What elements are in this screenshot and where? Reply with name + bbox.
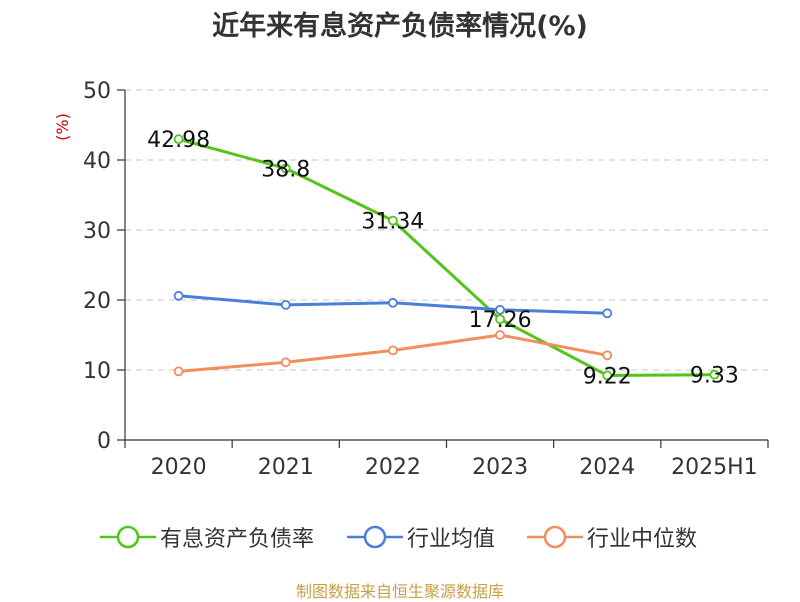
data-point — [602, 350, 613, 361]
legend-label: 行业中位数 — [587, 527, 698, 552]
y-tick-label: 0 — [97, 429, 111, 454]
data-label: 9.22 — [583, 364, 632, 389]
legend-item-industry-median[interactable]: 行业中位数 — [527, 519, 697, 555]
data-label: 9.33 — [690, 364, 739, 389]
data-point — [388, 297, 398, 308]
legend: 有息资产负债率 行业均值 行业中位数 — [0, 519, 800, 555]
series-layer — [173, 134, 720, 381]
legend-item-debt-ratio[interactable]: 有息资产负债率 — [100, 519, 314, 555]
y-tick-label: 50 — [83, 79, 111, 104]
data-point — [280, 163, 291, 174]
legend-label: 行业均值 — [407, 527, 496, 552]
data-label: 31.34 — [361, 210, 424, 235]
data-point — [602, 308, 613, 319]
data-point — [173, 366, 184, 377]
data-point — [388, 345, 398, 356]
data-point — [173, 290, 184, 301]
y-axis-label: (%) — [53, 113, 72, 141]
x-tick-label: 2022 — [365, 455, 421, 480]
legend-label: 有息资产负债率 — [160, 527, 315, 552]
legend-line-marker-icon — [347, 525, 403, 549]
data-point — [280, 357, 291, 368]
y-tick-label: 30 — [83, 219, 111, 244]
data-point — [495, 330, 505, 340]
data-point — [388, 215, 398, 226]
series-line-0 — [178, 137, 715, 377]
legend-item-industry-mean[interactable]: 行业均值 — [347, 519, 495, 555]
data-labels: 42.98 38.8 31.34 17.26 9.22 9.33 — [147, 128, 739, 389]
y-tick-label: 20 — [83, 289, 111, 314]
y-tick-label: 40 — [83, 149, 111, 174]
x-tick-label: 2023 — [472, 455, 528, 480]
x-tick-label: 2025H1 — [671, 455, 758, 480]
data-point — [709, 369, 720, 380]
legend-line-marker-icon — [527, 525, 583, 549]
data-point — [495, 314, 505, 325]
x-tick-label: 2020 — [151, 455, 207, 480]
y-tick-label: 10 — [83, 359, 111, 384]
data-point — [602, 370, 613, 381]
data-point — [280, 299, 291, 310]
data-label: 38.8 — [261, 157, 310, 182]
data-point — [495, 304, 505, 315]
legend-line-marker-icon — [100, 525, 156, 549]
data-label: 42.98 — [147, 128, 210, 153]
axes: 0 10 20 30 40 50 2020 2021 2022 2023 2024 2025H1 — [83, 79, 769, 480]
grid-lines — [125, 89, 768, 371]
x-tick-label: 2021 — [258, 455, 314, 480]
data-source-note: 制图数据来自恒生聚源数据库 — [295, 582, 504, 601]
chart-title: 近年来有息资产负债率情况(%) — [212, 11, 588, 42]
data-label: 17.26 — [469, 308, 532, 333]
x-tick-label: 2024 — [579, 455, 635, 480]
data-point — [173, 134, 184, 145]
